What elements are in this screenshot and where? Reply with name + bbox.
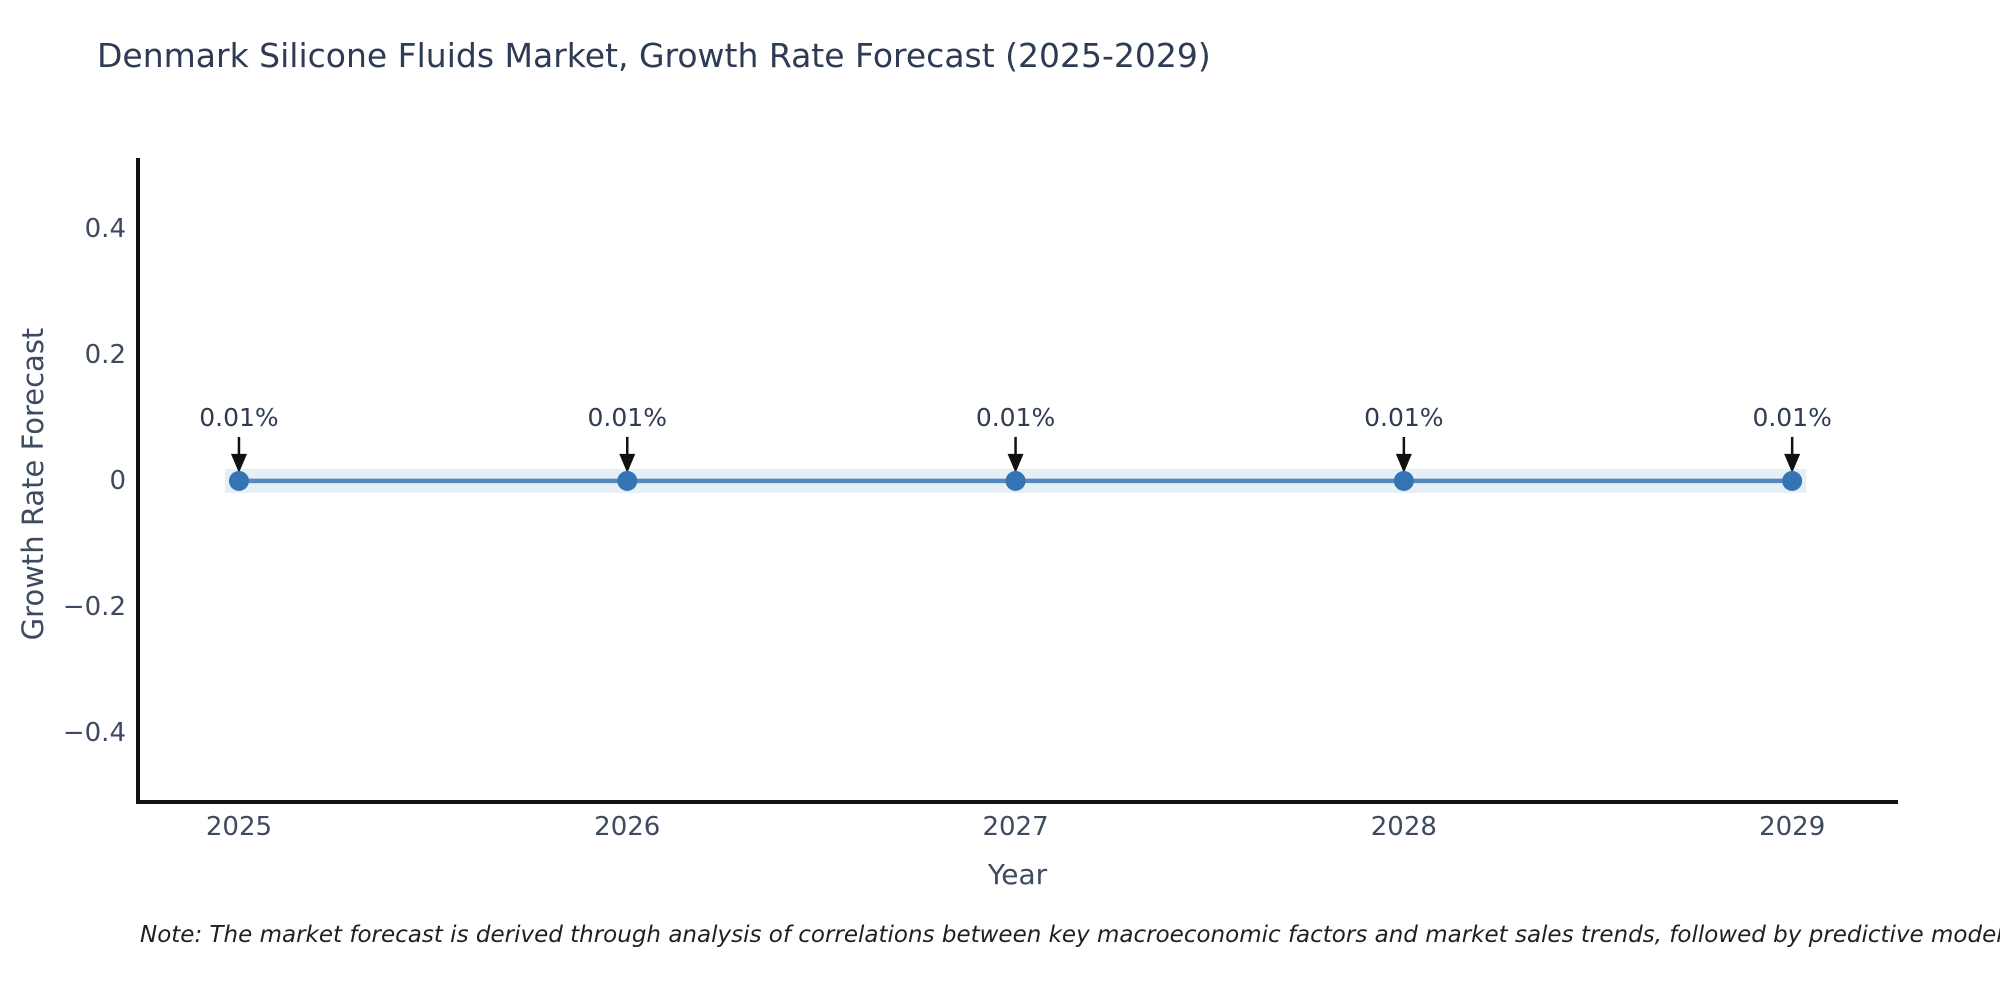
x-tick-label: 2028 xyxy=(1370,812,1437,842)
point-value-label: 0.01% xyxy=(199,402,279,432)
data-point-marker xyxy=(228,470,249,491)
x-tick-label: 2027 xyxy=(982,812,1049,842)
y-axis-line xyxy=(136,158,140,804)
data-point-marker xyxy=(617,470,638,491)
y-tick-label: −0.4 xyxy=(62,717,126,748)
data-point-marker xyxy=(1782,470,1803,491)
chart-footnote: Note: The market forecast is derived thr… xyxy=(140,922,2000,948)
point-value-label: 0.01% xyxy=(1752,402,1832,432)
data-point-marker xyxy=(1393,470,1414,491)
annotation-arrowhead xyxy=(230,453,247,473)
y-tick-label: 0.4 xyxy=(84,214,126,245)
annotation-arrowhead xyxy=(619,453,636,473)
y-tick-label: −0.2 xyxy=(62,591,126,622)
x-axis-title: Year xyxy=(987,858,1048,891)
y-tick-label: 0 xyxy=(109,466,126,496)
y-axis-title: Growth Rate Forecast xyxy=(16,327,50,641)
data-point-marker xyxy=(1005,470,1026,491)
x-tick-label: 2026 xyxy=(594,812,661,842)
annotation-arrowhead xyxy=(1007,453,1024,473)
x-tick-label: 2025 xyxy=(205,812,273,842)
point-value-label: 0.01% xyxy=(975,402,1056,432)
x-tick-label: 2029 xyxy=(1759,812,1826,842)
y-tick-label: 0.2 xyxy=(84,340,126,371)
chart-title: Denmark Silicone Fluids Market, Growth R… xyxy=(97,36,1211,75)
annotation-arrowhead xyxy=(1784,453,1801,473)
x-axis-line xyxy=(136,800,1898,804)
annotation-arrowhead xyxy=(1395,453,1412,473)
point-value-label: 0.01% xyxy=(587,402,667,432)
point-value-label: 0.01% xyxy=(1364,402,1444,432)
